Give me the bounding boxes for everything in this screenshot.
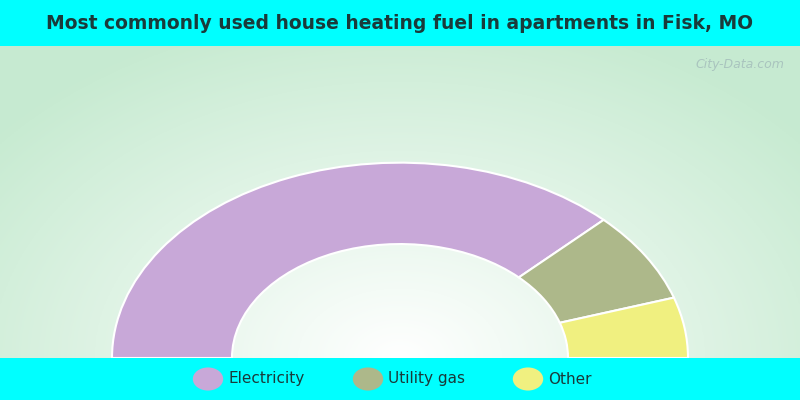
Text: Electricity: Electricity [228,372,304,386]
Text: Other: Other [548,372,591,386]
Ellipse shape [513,368,543,390]
Wedge shape [518,220,674,323]
Text: City-Data.com: City-Data.com [695,58,784,72]
Wedge shape [560,298,688,358]
Text: Most commonly used house heating fuel in apartments in Fisk, MO: Most commonly used house heating fuel in… [46,14,754,34]
Ellipse shape [353,368,383,390]
Text: Utility gas: Utility gas [388,372,465,386]
Ellipse shape [193,368,223,390]
Wedge shape [112,163,604,358]
